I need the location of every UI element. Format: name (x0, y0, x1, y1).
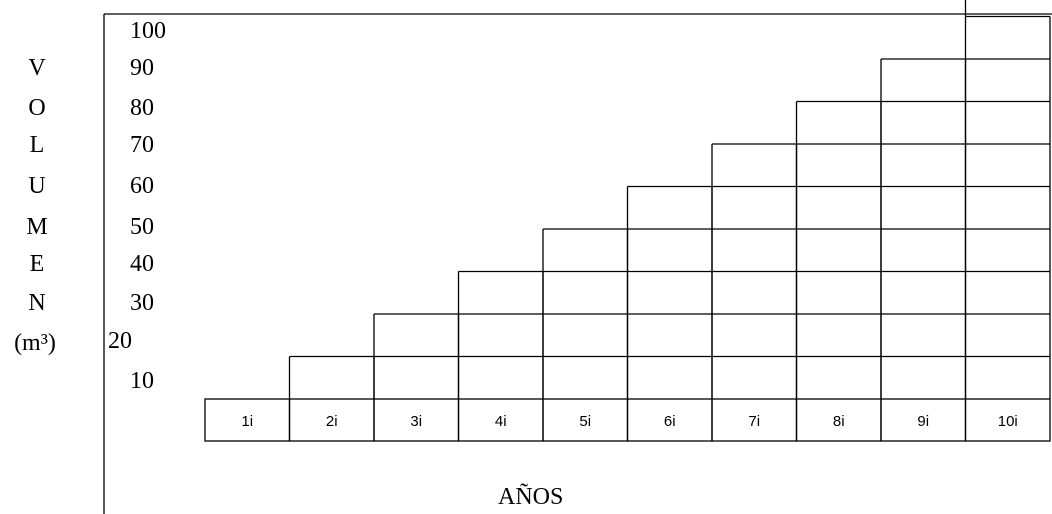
x-tick-label: 9i (917, 413, 929, 430)
y-tick-label: 40 (130, 251, 154, 277)
y-axis-label-letter: U (28, 173, 46, 199)
y-tick-label: 10 (130, 368, 154, 394)
x-tick-label: 6i (664, 413, 676, 430)
category-cell (964, 398, 1051, 442)
bar-5i (542, 228, 629, 442)
y-tick-label: 70 (130, 132, 154, 158)
x-tick-label: 3i (410, 413, 422, 430)
y-axis-label-letter: V (28, 55, 46, 81)
x-tick-label: 4i (495, 413, 507, 430)
y-axis-label-letter: M (26, 214, 48, 240)
y-axis-label-letter: L (29, 132, 45, 158)
y-tick-label: 90 (130, 55, 154, 81)
y-tick-label: 80 (130, 95, 154, 121)
x-tick-label: 7i (748, 413, 760, 430)
y-axis-unit: (m³) (14, 330, 56, 356)
bar-6i (626, 185, 713, 442)
y-axis-label-letter: O (28, 95, 46, 121)
x-axis-label: AÑOS (498, 484, 564, 510)
y-tick-label: 30 (130, 290, 154, 316)
x-tick-label: 5i (579, 413, 591, 430)
bar-9i (880, 58, 967, 442)
x-tick-label: 2i (326, 413, 338, 430)
bar-8i (795, 100, 882, 442)
bar-7i (711, 143, 798, 442)
bar-10i (964, 15, 1051, 442)
x-tick-label: 8i (833, 413, 845, 430)
y-tick-label: 50 (130, 214, 154, 240)
y-tick-label: 60 (130, 173, 154, 199)
y-tick-label: 100 (130, 18, 166, 44)
y-tick-label: 20 (108, 328, 132, 354)
y-axis-label-letter: N (28, 290, 46, 316)
x-tick-label: 1i (241, 413, 253, 430)
x-tick-label: 10i (998, 413, 1018, 430)
y-axis-label-letter: E (29, 251, 45, 277)
